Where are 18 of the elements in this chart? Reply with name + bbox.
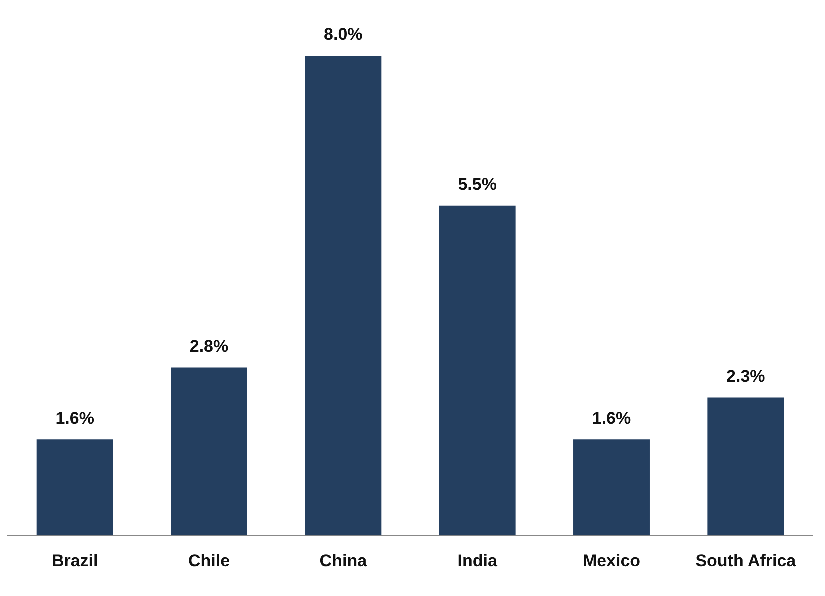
bar: [439, 206, 516, 536]
bar: [36, 440, 114, 536]
x-tick-label: Brazil: [52, 551, 98, 570]
x-tick-label: India: [458, 551, 498, 570]
x-tick-label: South Africa: [696, 551, 797, 570]
data-label: 1.6%: [592, 408, 632, 428]
data-label: 2.8%: [190, 336, 229, 356]
bar: [708, 398, 784, 536]
data-label: 5.5%: [458, 175, 497, 194]
data-label: 2.3%: [726, 366, 766, 386]
x-tick-label: China: [320, 551, 368, 570]
data-label: 8.0%: [324, 25, 363, 44]
bar: [305, 56, 382, 536]
x-tick-label: Mexico: [582, 551, 641, 570]
data-label: 1.6%: [56, 408, 94, 428]
x-tick-label: Chile: [188, 551, 230, 570]
bar: [171, 368, 248, 536]
bar: [574, 440, 650, 536]
